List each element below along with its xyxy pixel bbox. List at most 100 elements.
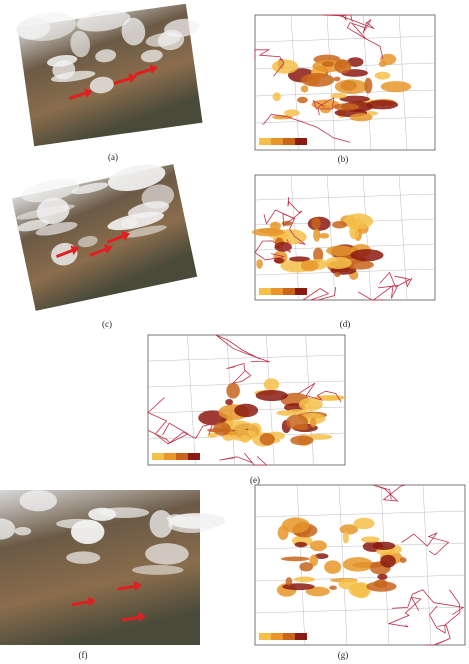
boundary (346, 22, 384, 59)
cloud (76, 10, 131, 32)
cloud (19, 490, 58, 512)
boundary (263, 209, 306, 245)
aerosol-patch (322, 61, 334, 67)
map (254, 14, 436, 151)
satellite-image (11, 164, 198, 311)
aerosol-patch (361, 536, 380, 543)
cloud (16, 219, 50, 232)
aerosol-patch (364, 77, 373, 94)
map (254, 484, 466, 646)
cloud (56, 518, 100, 529)
arrow (68, 91, 88, 100)
legend-swatch (295, 633, 307, 640)
graticule (326, 174, 336, 301)
aerosol-patch (285, 414, 308, 430)
cloud (164, 18, 200, 38)
graticule (147, 380, 346, 388)
arrow-head (103, 244, 113, 254)
arrow-head (128, 73, 137, 84)
cloud (145, 543, 189, 565)
aerosol-patch (297, 96, 308, 104)
aerosol-patch (272, 92, 281, 102)
panel-label: (d) (340, 319, 351, 329)
graticule (290, 14, 300, 151)
aerosol-patch (358, 583, 366, 592)
aerosol-patch (347, 57, 364, 67)
boundary (262, 113, 351, 143)
graticule (254, 116, 436, 124)
aerosol-patch (271, 59, 299, 74)
aerosol-patch (309, 540, 327, 552)
cloud (0, 518, 16, 540)
cloud (122, 225, 167, 238)
aerosol-patch (311, 217, 321, 229)
legend-swatch (164, 453, 176, 460)
aerosol-patch (345, 260, 374, 270)
cloud (70, 30, 91, 58)
arrow-head (88, 596, 96, 607)
cloud (89, 76, 114, 94)
legend-swatch (259, 633, 271, 640)
boundary (357, 284, 399, 301)
cloud (132, 565, 184, 575)
boundary (387, 596, 422, 628)
cloud (71, 182, 109, 195)
aerosol-patch (289, 256, 311, 262)
legend-swatch (283, 288, 295, 295)
satellite-image (16, 3, 203, 147)
graticule (254, 35, 436, 43)
boundary (215, 334, 270, 363)
arrow (134, 67, 153, 76)
aerosol-patch (338, 578, 358, 590)
aerosol-patch (225, 398, 234, 406)
legend-swatch (271, 288, 283, 295)
aerosol-patch (281, 517, 310, 534)
aerosol-patch (263, 378, 280, 391)
aerosol-patch (318, 232, 330, 239)
boundary (401, 532, 450, 556)
graticule (362, 174, 372, 301)
aerosol-patch (272, 114, 293, 120)
cloud (140, 49, 163, 63)
boundary (312, 97, 335, 115)
arrow-head (70, 245, 80, 256)
panel-label: (e) (250, 475, 260, 485)
aerosol-patch (343, 213, 374, 230)
legend-swatch (271, 138, 283, 145)
legend-swatch (283, 633, 295, 640)
graticule (254, 193, 436, 201)
cloud (149, 510, 173, 538)
cloud (16, 17, 51, 40)
aerosol-patch (342, 557, 374, 572)
aerosol-patch (274, 242, 292, 252)
boundary (147, 423, 214, 444)
aerosol-patch (309, 554, 319, 567)
aerosol-patch (342, 531, 349, 544)
aerosol-patch (399, 557, 407, 563)
arrow (113, 76, 132, 86)
boundary (147, 397, 189, 445)
aerosol-patch (324, 560, 342, 574)
boundary (372, 484, 406, 502)
arrow (106, 234, 125, 244)
aerosol-patch (333, 76, 341, 82)
arrow (121, 615, 141, 622)
boundary (303, 287, 336, 301)
boundary (379, 271, 413, 288)
aerosol-patch (259, 433, 275, 446)
boundary (219, 453, 268, 466)
aerosol-patch (380, 554, 396, 568)
boundary (391, 589, 465, 616)
legend-swatch (188, 453, 200, 460)
aerosol-patch (273, 257, 285, 264)
cloud (145, 32, 181, 47)
cloud (95, 49, 117, 63)
legend-swatch (295, 288, 307, 295)
aerosol-patch (334, 59, 352, 74)
aerosol-patch (300, 73, 335, 87)
arrow (117, 584, 137, 591)
aerosol-patch (285, 577, 293, 586)
aerosol-patch (305, 586, 330, 597)
legend-swatch (259, 288, 271, 295)
arrow-head (121, 231, 131, 241)
